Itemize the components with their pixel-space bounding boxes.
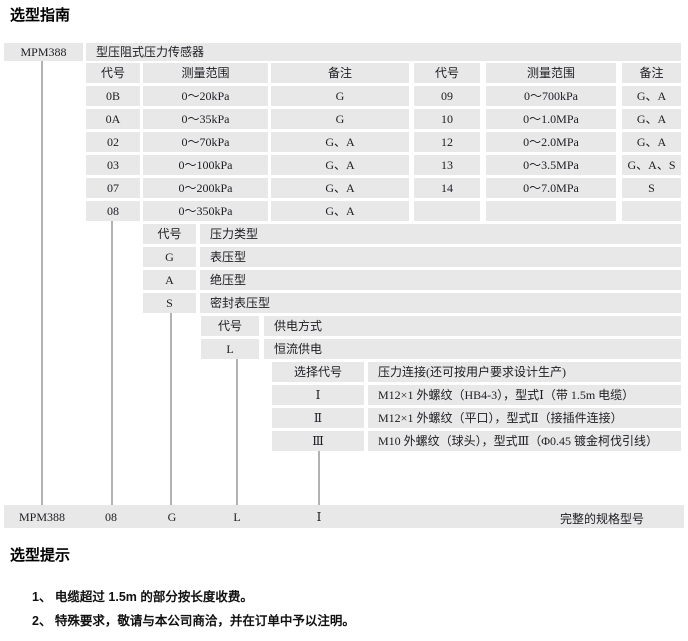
range-value-cell: 0～7.0MPa — [486, 178, 616, 198]
range-code-cell — [414, 201, 480, 221]
range-code-cell: 13 — [414, 155, 480, 175]
model-code-cell: MPM388 — [4, 43, 83, 61]
range-note-cell: G、A — [271, 201, 409, 221]
connector-line-connection-code — [318, 451, 320, 505]
tips-title: 选型提示 — [10, 547, 71, 564]
header-range-right: 测量范围 — [486, 63, 616, 83]
pressure-type-label-cell: 绝压型 — [200, 270, 681, 290]
range-note-cell: G、A — [622, 109, 681, 129]
connector-line-range-code — [111, 221, 113, 505]
connection-label-cell: M12×1 外螺纹（HB4-3），型式Ⅰ（带 1.5m 电缆） — [368, 385, 681, 405]
pressure-type-label-cell: 表压型 — [200, 247, 681, 267]
connection-label-cell: M10 外螺纹（球头），型式Ⅲ（Φ0.45 镀金柯伐引线） — [368, 431, 681, 451]
page-title: 选型指南 — [10, 7, 71, 24]
connection-header-label: 压力连接(还可按用户要求设计生产) — [368, 362, 681, 382]
range-value-cell: 0～20kPa — [143, 86, 268, 106]
summary-bar: MPM388 08 G L Ⅰ 完整的规格型号 — [4, 505, 684, 528]
tip-item: 1、 电缆超过 1.5m 的部分按长度收费。 — [32, 590, 253, 604]
tip-item: 2、 特殊要求，敬请与本公司商洽，并在订单中予以注明。 — [32, 614, 355, 628]
range-value-cell: 0～3.5MPa — [486, 155, 616, 175]
range-note-cell: G — [271, 109, 409, 129]
range-code-cell: 07 — [86, 178, 140, 198]
header-code-right: 代号 — [414, 63, 480, 83]
connection-code-cell: Ⅲ — [272, 431, 364, 451]
summary-label: 完整的规格型号 — [559, 512, 644, 526]
range-code-cell: 0B — [86, 86, 140, 106]
product-name-cell: 型压阻式压力传感器 — [86, 43, 681, 61]
range-value-cell: 0～200kPa — [143, 178, 268, 198]
range-code-cell: 10 — [414, 109, 480, 129]
range-code-cell: 12 — [414, 132, 480, 152]
power-code-cell: L — [201, 339, 259, 359]
header-note-left: 备注 — [271, 63, 409, 83]
range-value-cell: 0～70kPa — [143, 132, 268, 152]
connector-line-power-code — [236, 359, 238, 505]
range-note-cell: G、A、S — [622, 155, 681, 175]
pressure-type-code-cell: S — [143, 293, 196, 313]
power-header-label: 供电方式 — [264, 316, 681, 336]
range-value-cell — [486, 201, 616, 221]
connection-label-cell: M12×1 外螺纹（平口），型式Ⅱ（接插件连接） — [368, 408, 681, 428]
range-note-cell: S — [622, 178, 681, 198]
pressure-type-header-label: 压力类型 — [200, 224, 681, 244]
power-label-cell: 恒流供电 — [264, 339, 681, 359]
range-value-cell: 0～35kPa — [143, 109, 268, 129]
power-header-code: 代号 — [201, 316, 259, 336]
pressure-type-code-cell: G — [143, 247, 196, 267]
summary-power-code: L — [233, 510, 241, 524]
range-note-cell: G、A — [622, 132, 681, 152]
header-note-right: 备注 — [622, 63, 681, 83]
range-value-cell: 0～2.0MPa — [486, 132, 616, 152]
connection-code-cell: Ⅱ — [272, 408, 364, 428]
range-note-cell: G、A — [271, 178, 409, 198]
range-code-cell: 08 — [86, 201, 140, 221]
connector-line-type-code — [170, 313, 172, 505]
range-note-cell — [622, 201, 681, 221]
summary-connection-code: Ⅰ — [316, 510, 322, 524]
pressure-type-header-code: 代号 — [143, 224, 196, 244]
range-code-cell: 09 — [414, 86, 480, 106]
range-value-cell: 0～1.0MPa — [486, 109, 616, 129]
header-code-left: 代号 — [86, 63, 140, 83]
pressure-type-label-cell: 密封表压型 — [200, 293, 681, 313]
connector-line-model — [41, 61, 43, 505]
header-range-left: 测量范围 — [143, 63, 268, 83]
range-note-cell: G — [271, 86, 409, 106]
summary-model: MPM388 — [18, 510, 66, 524]
pressure-type-code-cell: A — [143, 270, 196, 290]
range-value-cell: 0～700kPa — [486, 86, 616, 106]
range-code-cell: 14 — [414, 178, 480, 198]
connection-header-code: 选择代号 — [272, 362, 364, 382]
range-code-cell: 03 — [86, 155, 140, 175]
range-note-cell: G、A — [622, 86, 681, 106]
range-value-cell: 0～350kPa — [143, 201, 268, 221]
connection-code-cell: Ⅰ — [272, 385, 364, 405]
range-note-cell: G、A — [271, 132, 409, 152]
range-code-cell: 0A — [86, 109, 140, 129]
summary-range-code: 08 — [105, 510, 117, 524]
range-code-cell: 02 — [86, 132, 140, 152]
range-note-cell: G、A — [271, 155, 409, 175]
range-value-cell: 0～100kPa — [143, 155, 268, 175]
summary-type-code: G — [167, 510, 177, 524]
